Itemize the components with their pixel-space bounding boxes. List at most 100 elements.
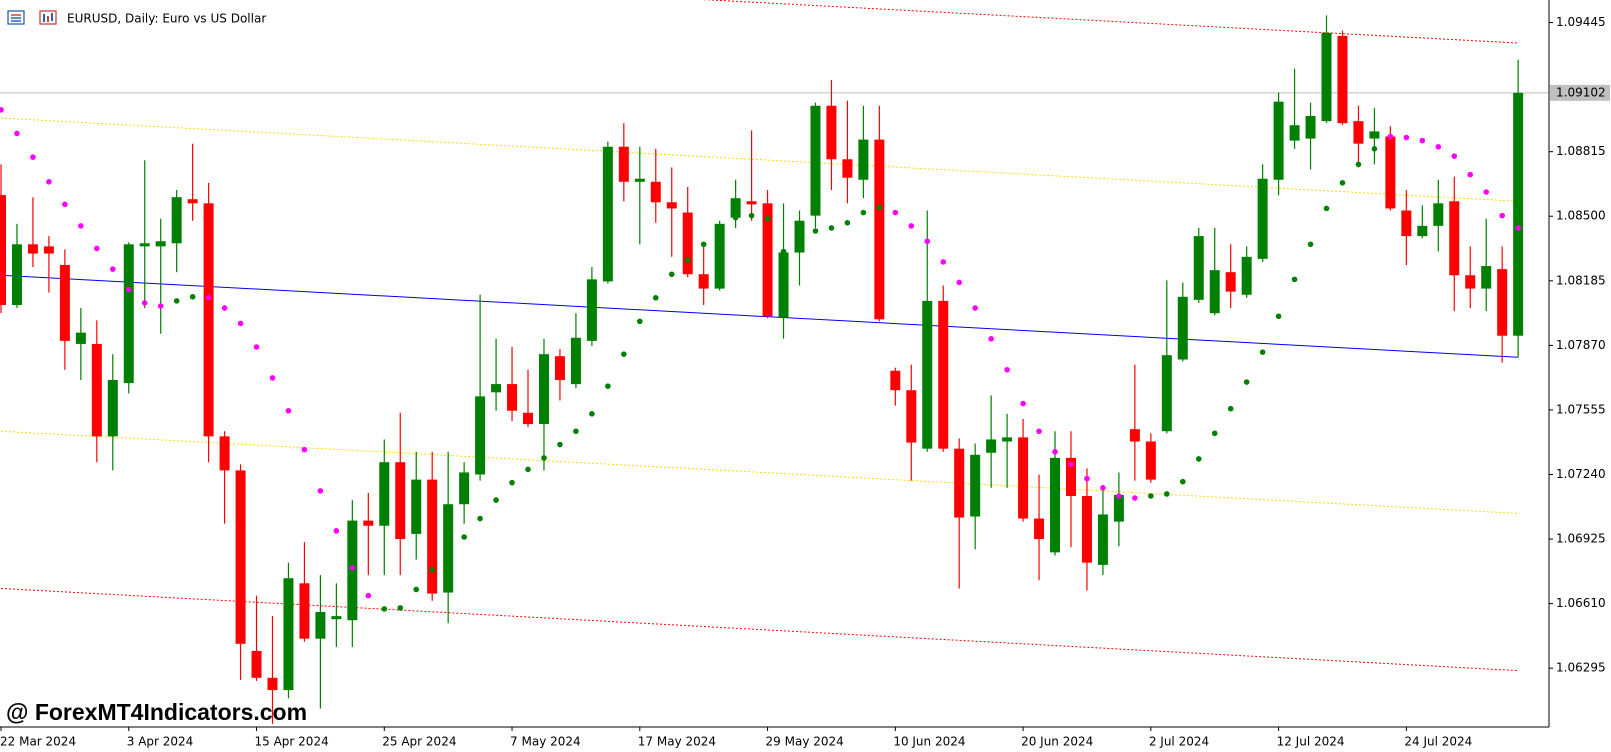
candle-body (938, 300, 949, 449)
sar-dot (1355, 161, 1362, 168)
sar-dot (141, 300, 148, 306)
candle-body (682, 212, 693, 275)
sar-dot (748, 212, 755, 219)
sar-dot (557, 441, 563, 448)
candle-body (27, 244, 38, 254)
candle-body (443, 504, 454, 593)
sar-dot (796, 231, 803, 237)
sar-dot (1307, 241, 1314, 248)
candle-body (283, 578, 294, 691)
candle-body (523, 412, 534, 425)
candle-body (315, 612, 326, 639)
sar-dot (30, 154, 36, 161)
y-tick-label: 1.07555 (1556, 402, 1606, 416)
candle-body (411, 479, 422, 534)
sar-dot (1419, 137, 1426, 144)
candle-body (858, 139, 869, 180)
candle-body (1034, 518, 1045, 540)
candle-body (75, 332, 86, 344)
candle-body (1002, 437, 1013, 442)
sar-dot (668, 271, 675, 278)
candle-body (139, 243, 150, 247)
candle-body (826, 105, 837, 160)
candle-body (379, 462, 390, 526)
y-tick-label: 1.07240 (1556, 467, 1606, 481)
candle-body (714, 223, 725, 289)
candle-body (970, 454, 981, 517)
sar-dot (14, 130, 20, 137)
sar-dot (956, 279, 962, 286)
candle-body (11, 244, 22, 305)
candle-body (251, 650, 262, 678)
sar-dot (1387, 133, 1394, 140)
sar-dot (812, 228, 819, 234)
candle-body (299, 583, 310, 639)
candle-body (1497, 269, 1508, 336)
candle-body (1193, 236, 1204, 300)
candle-body (363, 520, 374, 526)
candle-body (1305, 116, 1316, 139)
sar-dot (1371, 146, 1378, 152)
candle-body (235, 470, 246, 644)
candle-body (427, 479, 438, 594)
candle-body (43, 246, 54, 254)
sar-dot (1291, 276, 1298, 283)
plot-area (0, 0, 1549, 724)
sar-dot (46, 179, 52, 185)
sar-dot (333, 528, 340, 534)
sar-dot (1339, 180, 1346, 186)
channel-line (0, 430, 1519, 514)
candle-body (1369, 131, 1380, 139)
candle-body (954, 448, 965, 518)
sar-dot (94, 245, 100, 252)
sar-dot (237, 320, 244, 327)
sar-dot (1004, 366, 1010, 373)
candle-body (650, 181, 661, 203)
sar-dot (0, 107, 4, 113)
current-price-box (1550, 84, 1610, 101)
candle-body (922, 300, 933, 449)
x-tick-label: 15 Apr 2024 (255, 735, 329, 749)
candle-body (0, 195, 6, 305)
x-tick-label: 2 Jul 2024 (1149, 735, 1209, 749)
y-tick-label: 1.08500 (1556, 209, 1606, 223)
candle-body (1257, 178, 1268, 259)
candle-body (1337, 35, 1348, 124)
sar-dot (828, 225, 835, 231)
x-tick-label: 25 Apr 2024 (382, 735, 456, 749)
sar-dot (892, 209, 899, 216)
candle-body (491, 384, 502, 393)
candle-body (634, 178, 645, 182)
candle-body (107, 379, 118, 437)
candle-body (890, 370, 901, 391)
sar-dot (1084, 475, 1090, 482)
watermark: @ ForexMT4Indicators.com (6, 699, 307, 725)
x-tick-label: 17 May 2024 (638, 735, 716, 749)
candle-body (1018, 437, 1029, 519)
sar-dot (477, 515, 483, 522)
sar-dot (1211, 430, 1218, 437)
candle-body (570, 337, 581, 385)
sar-dot (1052, 448, 1058, 455)
sar-dot (1116, 493, 1122, 499)
candle-body (698, 274, 709, 289)
candle-body (906, 390, 917, 443)
candle-body (1097, 514, 1108, 565)
candle-body (1353, 121, 1364, 144)
candle-body (1161, 355, 1172, 432)
candle-body (459, 472, 470, 505)
sar-dot (429, 567, 435, 573)
sar-dot (1036, 428, 1042, 435)
candle-body (746, 201, 757, 205)
sar-dot (381, 606, 388, 612)
sar-dot (78, 223, 84, 229)
candle-body (1065, 457, 1076, 497)
sar-dot (605, 383, 611, 389)
candle-body (171, 197, 182, 244)
sar-dot (637, 318, 643, 325)
sar-dot (1020, 400, 1026, 407)
candle-body (1433, 203, 1444, 226)
sar-dot (573, 428, 579, 435)
